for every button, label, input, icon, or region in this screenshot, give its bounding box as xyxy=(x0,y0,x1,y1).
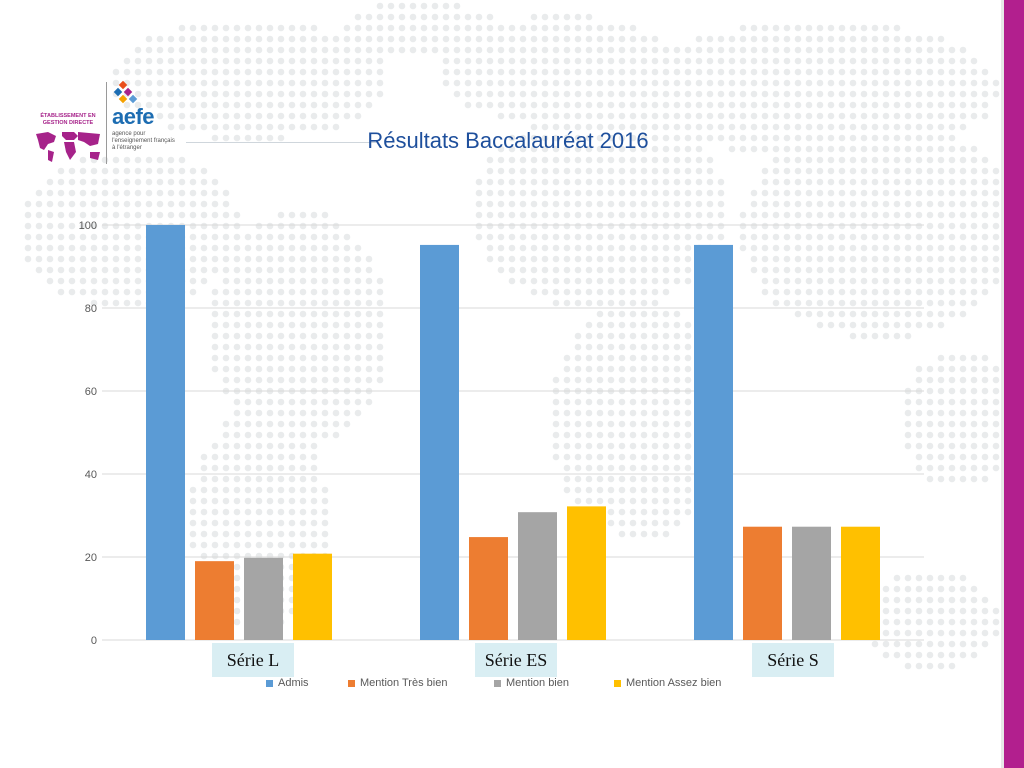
bar xyxy=(518,512,557,640)
y-tick-label: 20 xyxy=(85,552,97,564)
y-tick-label: 60 xyxy=(85,386,97,398)
category-label-serie-s: Série S xyxy=(752,643,834,677)
legend-swatch xyxy=(348,679,355,687)
legend-label: Admis xyxy=(278,677,309,689)
bar xyxy=(841,526,880,640)
bar xyxy=(694,244,733,641)
logo-tagline: agence pour l'enseignement français à l'… xyxy=(112,131,175,151)
y-tick-label: 0 xyxy=(91,635,97,647)
world-map-logo-icon xyxy=(36,132,100,162)
logo-brand: aefe xyxy=(112,104,155,129)
side-accent-bar xyxy=(1004,0,1024,768)
cube-logo-icon xyxy=(113,80,138,104)
bar xyxy=(420,244,459,641)
bar xyxy=(567,506,606,640)
chart-legend: Admis Mention Très bien Mention bien Men… xyxy=(0,677,1004,693)
bar xyxy=(792,526,831,640)
logo-watermark-text: ÉTABLISSEMENT EN GESTION DIRECTE xyxy=(40,113,96,126)
bar xyxy=(743,526,782,640)
legend-item-mention-tres-bien: Mention Très bien xyxy=(348,677,447,689)
logo-separator xyxy=(106,82,107,164)
bar xyxy=(293,553,332,640)
chart-title: Résultats Baccalauréat 2016 xyxy=(367,128,649,153)
bar xyxy=(244,557,283,640)
aefe-logo: ÉTABLISSEMENT EN GESTION DIRECTE aefe ag… xyxy=(28,80,178,168)
bar xyxy=(146,225,185,640)
side-divider xyxy=(1001,0,1004,768)
legend-swatch xyxy=(614,679,621,687)
legend-item-mention-bien: Mention bien xyxy=(494,677,569,689)
y-tick-label: 80 xyxy=(85,303,97,315)
legend-label: Mention Assez bien xyxy=(626,677,722,689)
title-rule xyxy=(186,142,376,143)
legend-swatch xyxy=(494,679,501,687)
legend-swatch xyxy=(266,679,273,687)
category-label-serie-l: Série L xyxy=(212,643,294,677)
bar xyxy=(469,537,508,640)
bar xyxy=(195,561,234,640)
y-tick-label: 100 xyxy=(79,220,97,232)
legend-item-mention-assez-bien: Mention Assez bien xyxy=(614,677,721,689)
category-label-serie-es: Série ES xyxy=(475,643,557,677)
legend-label: Mention Très bien xyxy=(360,677,448,689)
legend-item-admis: Admis xyxy=(266,677,309,689)
legend-label: Mention bien xyxy=(506,677,569,689)
y-tick-label: 40 xyxy=(85,469,97,481)
